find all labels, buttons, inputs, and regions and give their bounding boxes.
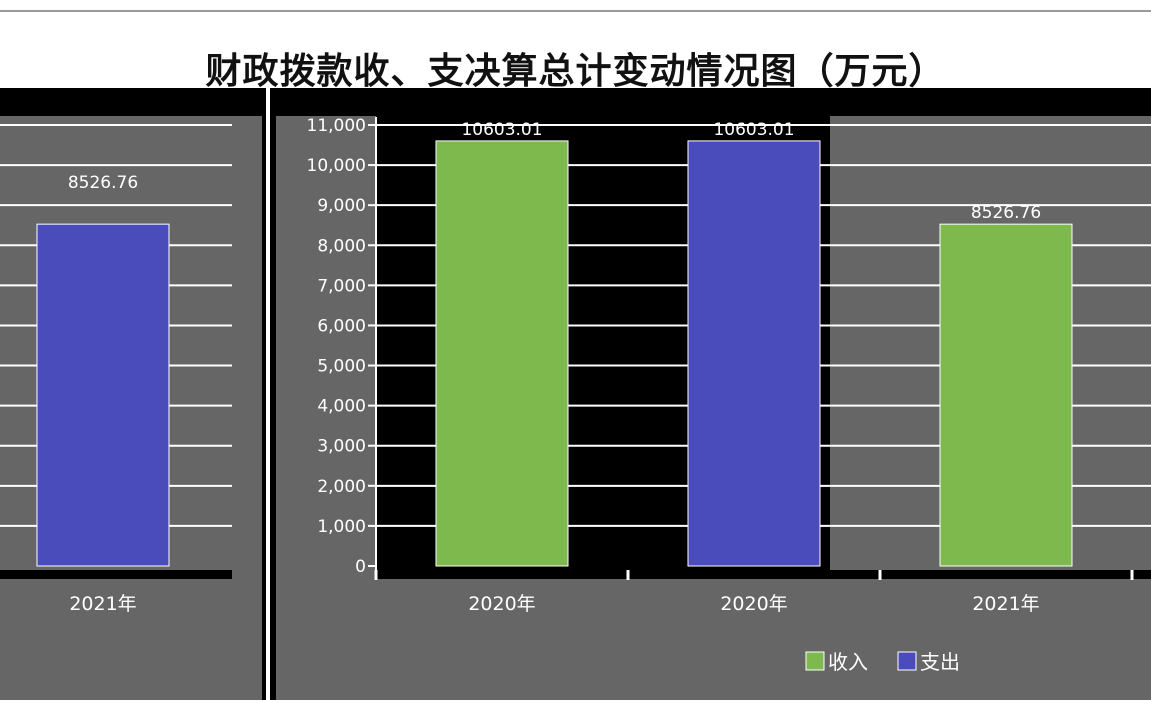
top-border [0,10,1151,12]
y-tick-label: 8,000 [317,236,366,256]
x-tick-label: 2020年 [720,593,787,615]
legend-label: 支出 [920,650,960,674]
y-tick-label: 4,000 [317,397,366,417]
bar [435,140,569,567]
left-panel-header [0,88,262,116]
bar [36,223,170,567]
legend: 收入 支出 [805,650,960,674]
separator-highlight [266,88,270,700]
y-tick-label: 2,000 [317,477,366,497]
data-label: 10603.01 [461,120,542,140]
data-label: 8526.76 [971,203,1041,223]
y-tick-label: 10,000 [307,156,366,176]
lower-background [276,578,1151,700]
legend-swatch [897,651,917,671]
y-tick-label: 0 [355,557,366,577]
y-tick-label: 9,000 [317,196,366,216]
plot-bottom-strip [376,570,1151,579]
x-tick-label: 2020年 [468,593,535,615]
y-tick-label: 7,000 [317,276,366,296]
bars: 10603.01 10603.01 8526.76 [435,120,1073,567]
chart-title: 财政拨款收、支决算总计变动情况图（万元） [205,50,946,92]
data-label: 8526.76 [68,173,138,193]
legend-label: 收入 [828,650,868,674]
y-tick-label: 6,000 [317,316,366,336]
x-tick-label: 2021年 [972,593,1039,615]
left-lower-strip [0,570,232,579]
axis-panel-header [276,88,1151,116]
y-tick-label: 3,000 [317,437,366,457]
y-axis: 0 1,000 2,000 3,000 4,000 5,000 6,000 7,000 8,00… [307,116,377,577]
y-tick-label: 5,000 [317,357,366,377]
legend-swatch [805,651,825,671]
x-tick-label: 2021年 [69,593,136,615]
left-fragment: 8526.76 2021年 [36,173,170,615]
bar [939,223,1073,567]
x-axis: 2020年 2020年 2021年 [374,570,1134,615]
y-tick-label: 1,000 [317,517,366,537]
y-tick-label: 11,000 [307,116,366,136]
data-label: 10603.01 [713,120,794,140]
bar [687,140,821,567]
